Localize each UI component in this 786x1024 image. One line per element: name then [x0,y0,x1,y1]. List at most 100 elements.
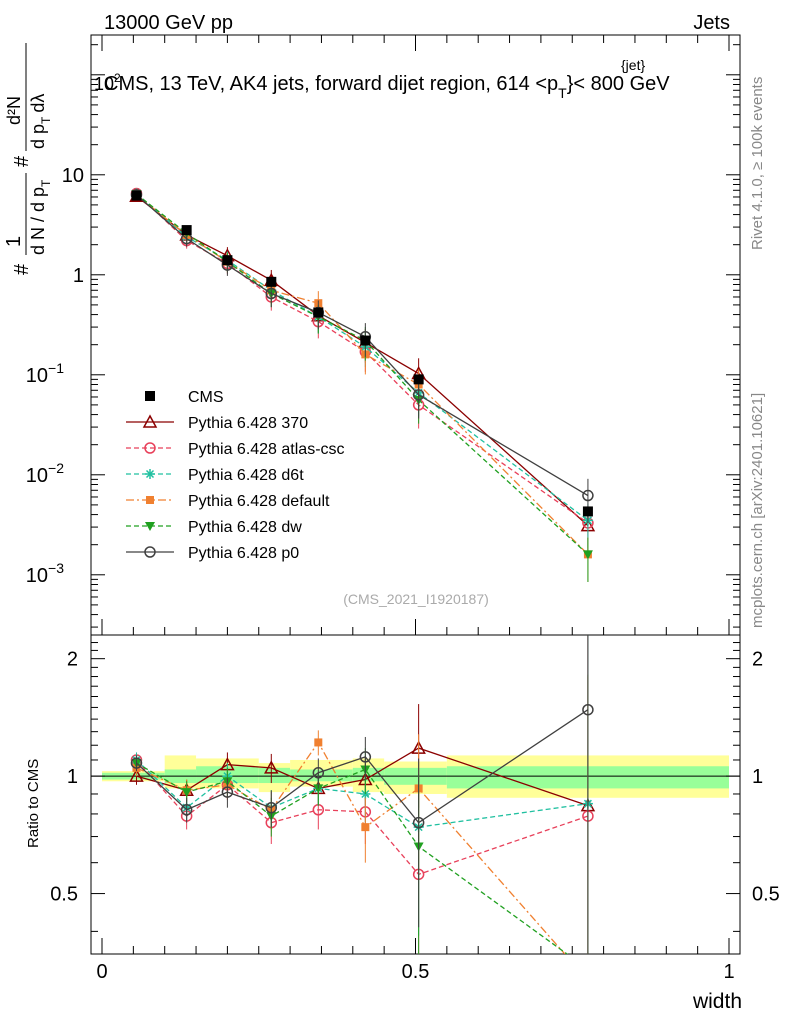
main-point [582,550,593,560]
star-stroke [145,469,155,479]
ratio-plot-series [129,635,596,954]
xtick-label: 0.5 [402,961,430,983]
legend-entry-5: Pythia 6.428 dw [126,519,302,536]
main-ytick-label: 10 [62,165,84,187]
main-series-line [136,194,589,497]
legend-label: Pythia 6.428 p0 [188,545,299,562]
svg-text:#: # [11,263,33,275]
ratio-point [361,823,370,832]
main-y-axis: 10−3 10−2 10−1 1 10 [26,44,740,628]
ratio-series-line [136,747,589,807]
header-right: Jets [693,12,730,34]
plot-title-superscript: {jet} [621,57,645,73]
svg-text:d²N: d²N [4,96,24,125]
mcplots-label: mcplots.cern.ch [arXiv:2401.10621] [749,393,766,628]
legend-label: CMS [188,389,224,406]
main-ytick-label: 10−1 [26,360,64,387]
main-ytick-label: 10−3 [26,560,64,587]
main-series-line [136,193,589,555]
legend-entry-2: Pythia 6.428 atlas-csc [126,441,345,458]
svg-text:#: # [11,155,33,167]
cms-point [413,374,424,385]
ratio-series-line [136,741,566,954]
ratio-ytick-label-right: 1 [752,766,763,788]
legend: CMS Pythia 6.428 370 Pythia 6.428 atlas-cs… [126,389,345,562]
main-point [412,389,425,401]
legend-entry-1: Pythia 6.428 370 [126,414,308,432]
ratio-point [312,767,325,779]
analysis-watermark: (CMS_2021_I1920187) [343,591,489,607]
legend-entry-4: Pythia 6.428 default [126,493,330,510]
cms-data-series [131,190,593,517]
legend-marker [145,391,155,401]
legend-label: Pythia 6.428 atlas-csc [188,441,345,458]
ratio-point [180,803,193,816]
ratio-y-axis: 0.5 0.5 1 1 2 2 [50,642,780,932]
ratio-point [181,788,192,798]
ratio-point [129,768,144,782]
xtick-label: 1 [723,961,734,983]
legend-entry-6: Pythia 6.428 p0 [126,545,299,562]
cms-point [222,255,233,266]
ratio-point [359,751,372,763]
cms-point [266,276,277,287]
ratio-point [412,816,425,829]
ratio-point [265,801,278,814]
legend-entry-3: Pythia 6.428 d6t [126,467,304,484]
x-axis-label: width [692,990,742,1013]
ratio-point [130,757,143,769]
ratio-point [582,703,594,716]
cms-point [360,335,371,346]
x-axis: 0 0.5 1 [96,35,735,983]
ratio-series-5 [130,635,594,954]
main-ytick-100: 102 [94,71,121,94]
rivet-version-label: Rivet 4.1.0, ≥ 100k events [749,77,766,250]
plot-title: CMS, 13 TeV, AK4 jets, forward dijet reg… [104,73,670,101]
ratio-point [314,738,323,747]
legend-label: Pythia 6.428 dw [188,519,302,536]
ratio-series-line [136,759,589,828]
legend-marker [145,469,155,479]
cms-point [181,225,192,236]
ratio-series-line [136,759,589,876]
legend-label: Pythia 6.428 d6t [188,467,304,484]
main-ytick-label: 1 [73,265,84,287]
legend-marker [142,414,158,428]
legend-marker [145,522,155,531]
ratio-y-label: Ratio to CMS [25,759,42,848]
ratio-point [264,760,279,774]
band-inner-4 [290,769,353,782]
cms-point [131,190,142,201]
legend-entry-0: CMS [145,389,224,406]
cms-point [582,506,593,517]
cms-point [313,307,324,318]
band-inner-3 [258,767,291,784]
legend-marker [144,546,156,558]
ratio-ytick-label: 1 [67,766,78,788]
svg-text:d pTdλ: d pTdλ [28,94,53,149]
legend-marker [144,442,156,454]
ratio-ytick-label: 0.5 [50,884,78,906]
legend-label: Pythia 6.428 370 [188,415,308,432]
header-left: 13000 GeV pp [104,12,233,34]
svg-text:1: 1 [3,236,25,247]
ratio-ytick-label: 2 [67,649,78,671]
ratio-ytick-label-right: 0.5 [752,884,780,906]
ratio-series-4 [131,674,589,954]
main-series-line [136,193,589,524]
main-y-label: # 1 d N / d pT # d²N d pTdλ [3,43,53,275]
ratio-ytick-label-right: 2 [752,649,763,671]
main-ytick-label: 10−2 [26,460,64,487]
legend-marker [146,496,154,504]
ratio-point [221,786,234,798]
ratio-series-line [136,762,569,954]
ratio-point [313,784,324,794]
ratio-series-3 [132,676,589,954]
xtick-label: 0 [96,961,107,983]
main-point [265,287,278,300]
legend-label: Pythia 6.428 default [188,493,330,510]
ratio-series-line [136,709,589,824]
main-point [582,489,594,502]
svg-text:d N / d pT: d N / d pT [28,179,53,255]
